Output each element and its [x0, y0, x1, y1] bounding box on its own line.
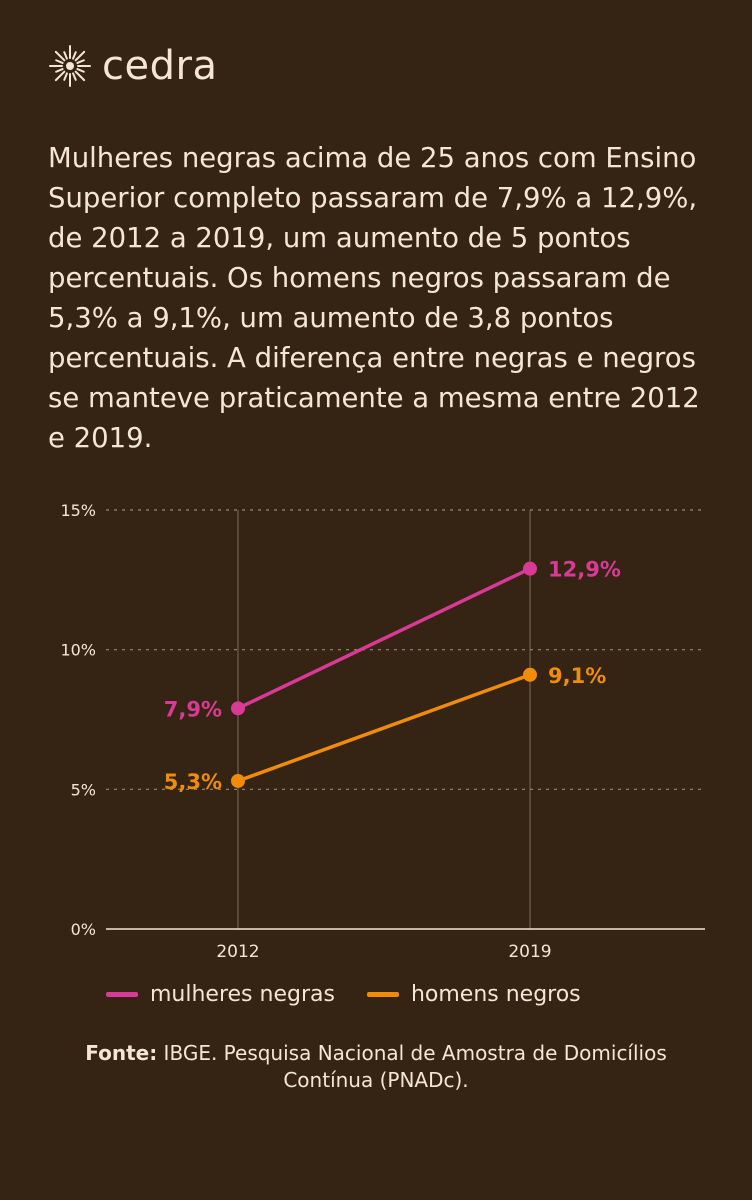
- data-label-mulheres: 12,9%: [548, 558, 621, 582]
- legend-label-mulheres: mulheres negras: [150, 982, 335, 1007]
- data-label-mulheres: 7,9%: [164, 697, 222, 721]
- chart-legend: mulheres negras homens negros: [106, 982, 613, 1007]
- brand-logo: cedra: [48, 44, 217, 88]
- data-point-mulheres: [231, 701, 245, 716]
- x-tick-label: 2019: [508, 942, 551, 962]
- y-tick-label: 0%: [71, 920, 96, 939]
- data-label-homens: 9,1%: [548, 664, 606, 688]
- legend-item-homens: homens negros: [366, 982, 581, 1007]
- source-label: Fonte:: [85, 1041, 158, 1065]
- y-tick-label: 10%: [60, 641, 96, 660]
- legend-swatch-mulheres: [106, 992, 138, 997]
- line-chart: 0% 5% 10% 15% 2012 2019 7,9% 12,9% 5,3% 9,1%: [60, 501, 705, 962]
- source-text: IBGE. Pesquisa Nacional de Amostra de Do…: [163, 1041, 667, 1092]
- series-line-mulheres: [237, 567, 531, 710]
- brand-name: cedra: [102, 43, 218, 89]
- legend-item-mulheres: mulheres negras: [106, 982, 335, 1007]
- source-note: Fonte: IBGE. Pesquisa Nacional de Amostr…: [40, 1040, 712, 1094]
- series-line-homens: [237, 673, 531, 783]
- data-point-mulheres: [523, 561, 537, 576]
- y-tick-label: 5%: [71, 780, 96, 799]
- data-point-homens: [523, 667, 537, 682]
- data-label-homens: 5,3%: [164, 770, 222, 794]
- headline-text: Mulheres negras acima de 25 anos com Ens…: [48, 142, 700, 454]
- y-tick-label: 15%: [60, 501, 96, 520]
- legend-swatch-homens: [366, 992, 399, 997]
- sunburst-icon: [49, 45, 91, 87]
- legend-label-homens: homens negros: [410, 982, 581, 1007]
- data-point-homens: [231, 773, 245, 788]
- x-tick-label: 2012: [216, 942, 259, 962]
